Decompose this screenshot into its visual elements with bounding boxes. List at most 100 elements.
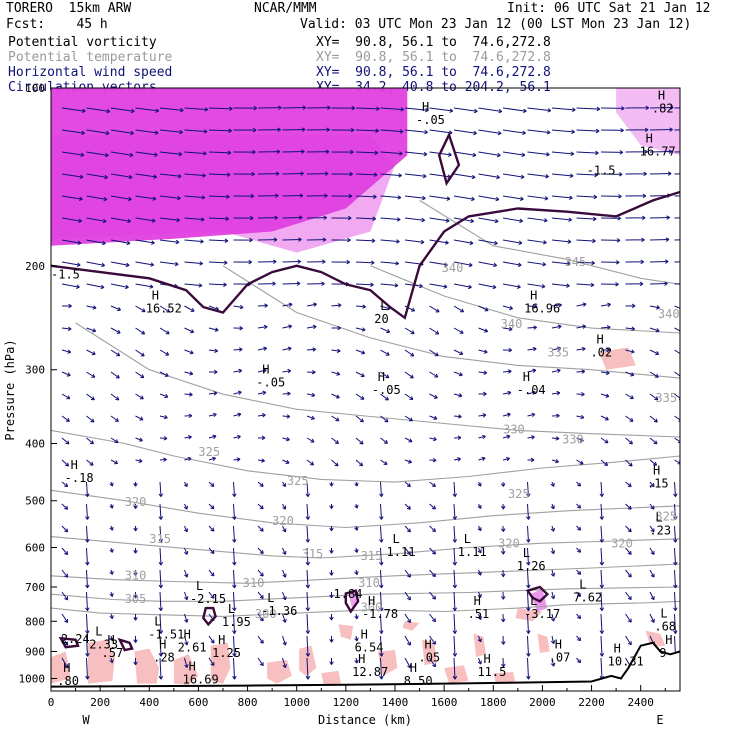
wind-vector-head bbox=[214, 369, 218, 375]
wind-vector bbox=[576, 459, 584, 465]
wind-vector-head bbox=[165, 351, 170, 356]
wind-vector bbox=[86, 393, 95, 401]
wind-vector bbox=[576, 261, 595, 264]
wind-vector-head bbox=[492, 284, 497, 290]
wind-vector bbox=[159, 261, 179, 265]
wind-vector-head bbox=[627, 505, 632, 510]
wind-vector bbox=[600, 303, 611, 307]
wind-vector bbox=[86, 635, 88, 657]
wind-vector-head bbox=[155, 108, 160, 113]
wind-vector bbox=[429, 371, 439, 378]
wind-vector-head bbox=[443, 284, 448, 289]
wind-vector-head bbox=[473, 130, 477, 136]
wind-vector-head bbox=[298, 237, 302, 242]
wind-vector-head bbox=[85, 584, 90, 589]
wind-vector-head bbox=[329, 661, 334, 665]
extremum-value: -.04 bbox=[517, 383, 546, 397]
wind-vector-head bbox=[310, 438, 315, 443]
wind-vector-head bbox=[259, 594, 264, 599]
wind-vector-head bbox=[282, 618, 287, 623]
wind-vector-head bbox=[650, 528, 655, 533]
theta-contour-330 bbox=[75, 322, 680, 438]
wind-vector-head bbox=[259, 662, 264, 667]
wind-vector-head bbox=[630, 349, 635, 354]
theta-label: 320 bbox=[611, 536, 633, 550]
wind-vector-head bbox=[259, 550, 264, 555]
extremum-value: 16.52 bbox=[146, 302, 182, 316]
wind-vector-head bbox=[158, 653, 164, 657]
wind-vector-head bbox=[177, 173, 182, 179]
wind-vector-head bbox=[184, 596, 189, 601]
wind-vector-head bbox=[272, 281, 276, 286]
wind-vector bbox=[600, 525, 603, 543]
wind-vector bbox=[404, 569, 411, 578]
wind-vector-head bbox=[644, 127, 649, 133]
wind-vector bbox=[404, 657, 411, 669]
wind-vector-head bbox=[379, 538, 384, 543]
wind-vector bbox=[355, 415, 364, 423]
wind-vector-head bbox=[115, 374, 120, 379]
theta-label: 315 bbox=[149, 532, 171, 546]
wind-vector-head bbox=[522, 130, 526, 136]
wind-vector-head bbox=[81, 108, 86, 114]
wind-vector-head bbox=[188, 413, 193, 419]
pv-shade-low-0 bbox=[598, 347, 636, 370]
wind-vector bbox=[355, 459, 363, 467]
y-tick-label: 300 bbox=[25, 364, 45, 377]
wind-vector bbox=[551, 129, 575, 133]
wind-vector-head bbox=[577, 570, 582, 575]
wind-vector-head bbox=[410, 330, 415, 335]
wind-vector-head bbox=[65, 440, 70, 445]
theta-label: 310 bbox=[243, 576, 265, 590]
wind-vector bbox=[625, 437, 633, 445]
wind-vector-head bbox=[408, 459, 412, 464]
wind-vector bbox=[674, 547, 676, 566]
extremum-marker: H bbox=[424, 637, 431, 651]
wind-vector-head bbox=[64, 528, 69, 533]
wind-vector-head bbox=[199, 261, 203, 266]
wind-vector-head bbox=[678, 420, 680, 422]
wind-vector bbox=[282, 325, 292, 329]
wind-vector-head bbox=[130, 108, 135, 114]
wind-vector bbox=[527, 217, 548, 222]
wind-vector bbox=[86, 371, 96, 378]
wind-vector bbox=[86, 547, 88, 566]
wind-vector-head bbox=[606, 347, 610, 353]
wind-vector bbox=[600, 415, 609, 421]
wind-vector bbox=[502, 173, 525, 178]
wind-vector-head bbox=[64, 573, 69, 578]
extremum-marker: H bbox=[483, 652, 490, 666]
wind-vector bbox=[86, 195, 108, 200]
wind-vector-head bbox=[483, 349, 488, 354]
wind-vector bbox=[527, 525, 529, 543]
wind-vector bbox=[159, 525, 162, 543]
wind-vector-head bbox=[452, 561, 458, 566]
wind-vector-head bbox=[690, 238, 693, 242]
wind-vector-head bbox=[140, 352, 145, 357]
wind-vector-head bbox=[500, 505, 506, 510]
wind-vector-head bbox=[483, 391, 487, 397]
wind-vector-head bbox=[379, 607, 384, 611]
wind-vector bbox=[86, 107, 110, 112]
wind-vector bbox=[551, 657, 555, 667]
wind-vector-head bbox=[673, 516, 678, 520]
wind-vector-head bbox=[312, 347, 316, 352]
wind-vector bbox=[478, 239, 498, 244]
wind-vector bbox=[135, 239, 155, 244]
x-tick-label: 1800 bbox=[480, 696, 507, 709]
wind-vector-head bbox=[335, 394, 340, 399]
wind-vector bbox=[208, 129, 232, 132]
wind-vector bbox=[86, 239, 106, 244]
wind-vector bbox=[527, 591, 529, 611]
wind-vector bbox=[184, 349, 194, 354]
wind-vector bbox=[331, 304, 342, 307]
wind-vector-head bbox=[517, 262, 522, 267]
wind-vector-head bbox=[312, 324, 317, 330]
wind-vector-head bbox=[68, 303, 72, 309]
wind-vector-head bbox=[175, 239, 180, 245]
wind-vector-head bbox=[323, 215, 327, 220]
wind-vector-head bbox=[184, 550, 189, 555]
wind-vector-head bbox=[577, 526, 582, 531]
wind-vector-head bbox=[311, 369, 316, 375]
wind-vector bbox=[576, 173, 598, 176]
